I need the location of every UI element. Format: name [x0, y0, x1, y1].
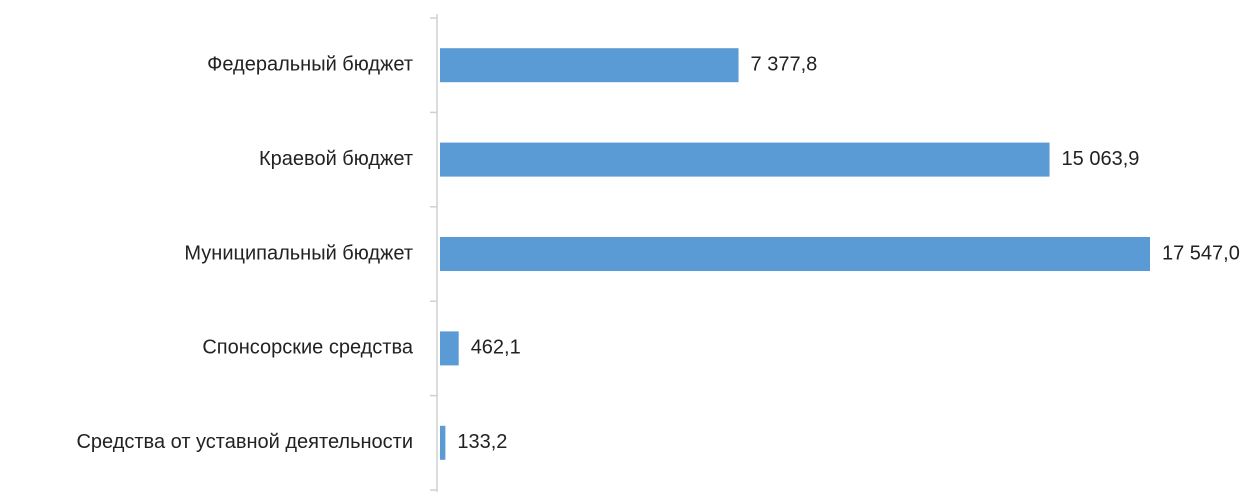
category-label: Средства от уставной деятельности — [76, 431, 413, 453]
value-label: 133,2 — [457, 431, 507, 453]
bar — [440, 425, 446, 460]
bar — [440, 237, 1150, 271]
value-label: 15 063,9 — [1062, 148, 1140, 170]
bar — [440, 142, 1050, 177]
bar — [440, 331, 459, 366]
category-label: Федеральный бюджет — [207, 53, 413, 75]
category-label: Спонсорские средства — [202, 337, 414, 359]
category-label: Муниципальный бюджет — [184, 242, 413, 264]
value-label: 462,1 — [471, 337, 521, 359]
category-label: Краевой бюджет — [259, 148, 413, 170]
value-label: 17 547,0 — [1162, 242, 1240, 264]
value-label: 7 377,8 — [751, 53, 818, 75]
bar — [440, 48, 739, 83]
